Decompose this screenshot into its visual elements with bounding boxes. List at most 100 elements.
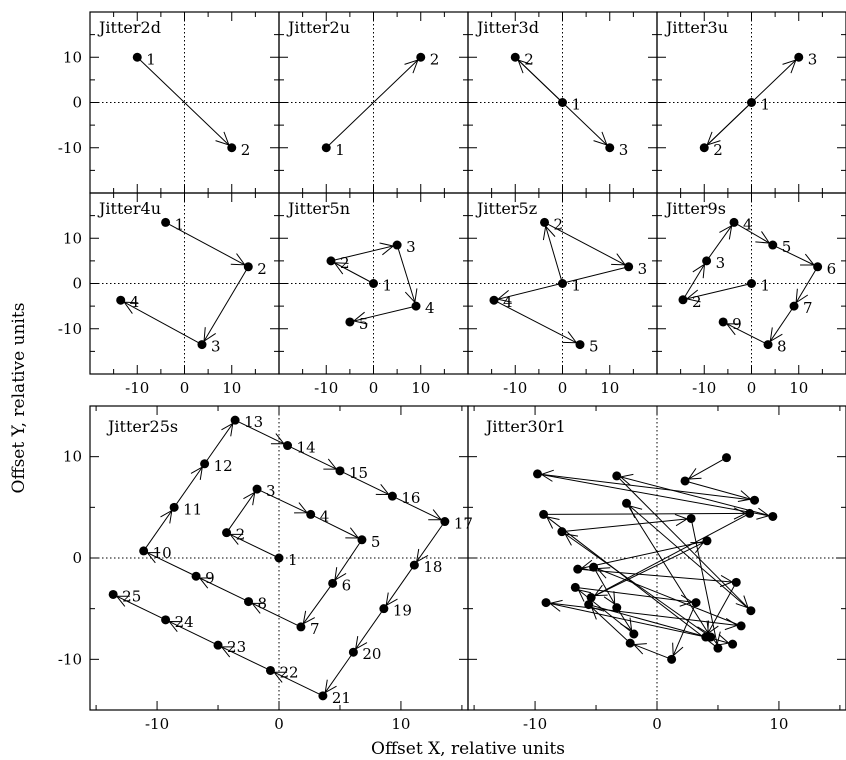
pointing-dot bbox=[265, 665, 275, 675]
pointing-dot bbox=[605, 143, 615, 153]
trajectory-segment bbox=[626, 503, 712, 638]
trajectory-segment bbox=[684, 457, 727, 482]
pointing-dot bbox=[763, 340, 773, 350]
trajectory-segment bbox=[234, 419, 288, 446]
point-label: 8 bbox=[777, 338, 787, 356]
point-label: 15 bbox=[349, 464, 368, 482]
trajectory-segment bbox=[574, 586, 635, 635]
trajectory-segment bbox=[330, 260, 374, 284]
panel-title: Jitter4u bbox=[97, 199, 161, 218]
trajectory-segment bbox=[310, 513, 363, 541]
trajectory-segment bbox=[593, 566, 742, 627]
pointing-dot bbox=[729, 217, 739, 227]
pointing-dot bbox=[283, 441, 293, 451]
point-label: 3 bbox=[266, 482, 276, 500]
x-tick-label: 0 bbox=[558, 379, 568, 397]
trajectory-segment bbox=[545, 602, 706, 638]
pointing-dot bbox=[768, 511, 778, 521]
pointing-dot bbox=[586, 593, 596, 603]
y-tick-label: -10 bbox=[58, 650, 82, 668]
point-label: 21 bbox=[332, 689, 351, 707]
point-label: 4 bbox=[320, 507, 330, 525]
pointing-dot bbox=[318, 691, 328, 701]
pointing-dot bbox=[392, 240, 402, 250]
point-label: 1 bbox=[335, 141, 345, 159]
pointing-dot bbox=[718, 317, 728, 327]
trajectory-segment bbox=[682, 283, 752, 301]
x-tick-label: -10 bbox=[523, 715, 547, 733]
point-label: 1 bbox=[383, 277, 393, 295]
point-label: 3 bbox=[211, 338, 221, 356]
pointing-dot bbox=[750, 495, 760, 505]
trajectory-segment bbox=[204, 419, 236, 465]
point-label: 4 bbox=[425, 299, 435, 317]
point-label: 6 bbox=[827, 260, 837, 278]
trajectory-segment bbox=[217, 644, 271, 671]
trajectory-segment bbox=[322, 651, 354, 697]
point-label: 1 bbox=[572, 277, 582, 295]
trajectory-segment bbox=[561, 517, 692, 533]
x-tick-label: 0 bbox=[369, 379, 379, 397]
pointing-dot bbox=[489, 295, 499, 305]
trajectory-segment bbox=[616, 475, 773, 517]
point-label: 13 bbox=[244, 413, 263, 431]
point-label: 4 bbox=[503, 293, 513, 311]
panel-jitter9s: -10 0 10 Jitter9s 1 2 3 4 5 6 7 8 9 bbox=[656, 192, 846, 397]
point-label: 3 bbox=[406, 238, 416, 256]
pointing-dot bbox=[701, 632, 711, 642]
trajectory-segment bbox=[300, 583, 334, 628]
panel-jitter5n: -10 0 10 Jitter5n 1 2 3 4 5 bbox=[278, 192, 469, 397]
pointing-dot bbox=[161, 615, 171, 625]
pointing-dot bbox=[230, 415, 240, 425]
point-label: 2 bbox=[257, 260, 267, 278]
panels-layer: -10010Jitter2d12Jitter2u12Jitter3d123Jit… bbox=[58, 11, 846, 733]
panel-title: Jitter5z bbox=[475, 199, 537, 218]
trajectory-segment bbox=[543, 514, 719, 649]
trajectory-segment bbox=[793, 266, 819, 307]
trajectory-segment bbox=[682, 260, 708, 301]
pointing-dot bbox=[612, 603, 622, 613]
point-label: 16 bbox=[401, 489, 420, 507]
trajectory-segment bbox=[120, 299, 203, 346]
point-label: 3 bbox=[619, 141, 629, 159]
trajectory-segment bbox=[575, 586, 697, 604]
point-label: 2 bbox=[430, 50, 440, 68]
pointing-dot bbox=[702, 256, 712, 266]
pointing-dot bbox=[747, 279, 756, 288]
pointing-dot bbox=[731, 577, 741, 587]
trajectory-segment bbox=[332, 539, 363, 584]
trajectory-segment bbox=[616, 607, 635, 635]
x-tick-label: 10 bbox=[769, 715, 788, 733]
trajectory-segment bbox=[173, 463, 206, 508]
point-label: 2 bbox=[524, 50, 534, 68]
pointing-dot bbox=[612, 471, 622, 481]
point-label: 1 bbox=[761, 96, 771, 114]
trajectory-segment bbox=[733, 221, 774, 246]
x-tick-label: 10 bbox=[789, 379, 808, 397]
trajectory-segment bbox=[722, 321, 769, 346]
point-label: 2 bbox=[692, 293, 702, 311]
y-tick-label: 10 bbox=[63, 448, 82, 466]
point-label: 7 bbox=[310, 620, 320, 638]
pointing-dot bbox=[108, 589, 118, 599]
x-tick-label: 10 bbox=[391, 715, 410, 733]
trajectory-segment bbox=[684, 480, 755, 501]
trajectory-segment bbox=[767, 305, 795, 345]
point-label: 17 bbox=[454, 515, 473, 533]
pointing-dot bbox=[768, 240, 778, 250]
pointing-dot bbox=[745, 508, 755, 518]
trajectory-segment bbox=[588, 604, 631, 644]
point-label: 3 bbox=[808, 50, 818, 68]
pointing-dot bbox=[747, 98, 756, 107]
x-tick-label: 10 bbox=[600, 379, 619, 397]
y-tick-label: 0 bbox=[72, 94, 82, 112]
trajectory-segment bbox=[706, 222, 735, 262]
y-tick-label: 10 bbox=[63, 48, 82, 66]
pointing-dot bbox=[345, 317, 355, 327]
point-label: 7 bbox=[803, 299, 813, 317]
pointing-dot bbox=[243, 262, 253, 272]
trajectory-segment bbox=[339, 470, 393, 497]
trajectory-segment bbox=[226, 532, 280, 559]
trajectory-segment bbox=[392, 495, 446, 522]
y-tick-label: -10 bbox=[58, 139, 82, 157]
